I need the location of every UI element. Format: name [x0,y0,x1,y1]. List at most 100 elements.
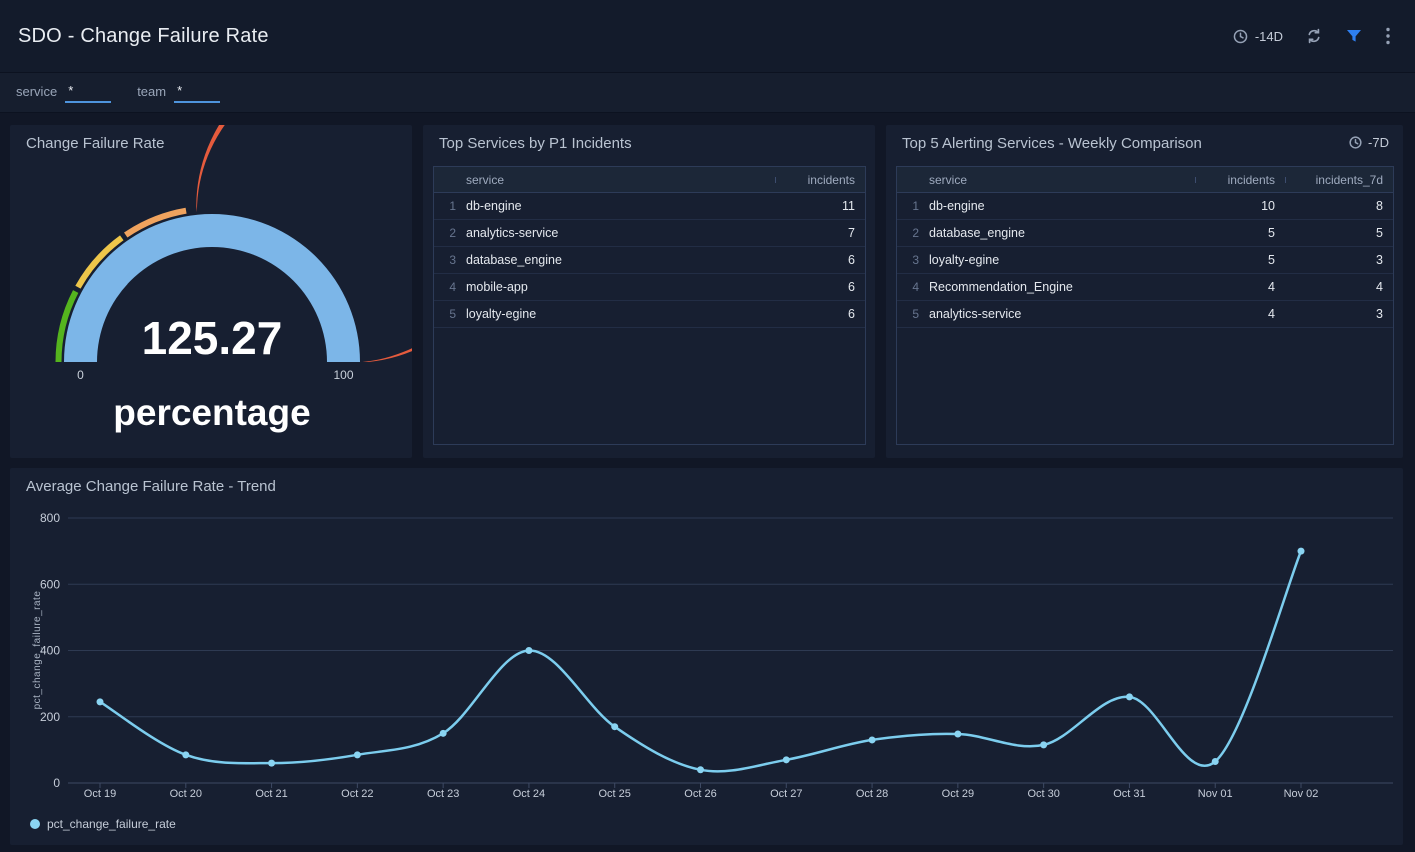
table-row: 1 db-engine 11 [434,193,865,220]
gauge-chart: 125.27 0 100 percentage [55,125,412,433]
template-variable-team: team * [137,82,221,103]
template-variable-label: team [137,84,167,99]
x-tick-label: Oct 21 [255,788,287,800]
kebab-menu-icon [1386,27,1390,45]
table-row: 5 analytics-service 4 3 [897,301,1393,328]
cell-service: loyalty-egine [466,307,537,321]
x-tick-label: Oct 31 [1113,788,1145,800]
row-index: 2 [912,226,919,240]
cell-service: database_engine [466,253,562,267]
cell-value: 5 [1268,226,1275,240]
table-row: 3 loyalty-egine 5 3 [897,247,1393,274]
clock-icon [1349,136,1362,149]
x-tick-label: Oct 26 [684,788,716,800]
query-table-p1-incidents: service incidents 1 db-engine 11 2 analytics-s… [433,166,866,445]
panel-top5-alerting-weekly: Top 5 Alerting Services - Weekly Compari… [886,125,1403,458]
timeframe-label: -14D [1254,28,1283,44]
template-variable-input[interactable]: * [65,82,112,103]
trend-point [182,751,190,759]
template-variable-label: service [16,84,58,99]
x-tick-label: Oct 24 [513,788,545,800]
gauge-unit-label: percentage [113,392,310,433]
column-divider [1195,176,1196,183]
panel-timeframe[interactable]: -7D [1348,135,1389,150]
table-row: 4 Recommendation_Engine 4 4 [897,274,1393,301]
cell-value: 7 [848,226,855,240]
row-index: 1 [912,199,919,213]
x-tick-label: Oct 30 [1027,788,1059,800]
more-options-button[interactable] [1379,22,1397,50]
column-divider [775,176,776,183]
legend-marker-icon [30,819,40,829]
trend-point [439,729,447,737]
cell-value: 6 [848,280,855,294]
column-header-service: service [929,172,968,187]
x-tick-label: Oct 27 [770,788,802,800]
cell-service: db-engine [929,199,985,213]
filter-icon [1347,30,1361,42]
cell-service: database_engine [929,226,1025,240]
cell-service: analytics-service [466,226,559,240]
y-tick-label: 0 [53,776,60,790]
column-header-service: service [466,172,505,187]
gauge-band-segment-0 [55,290,79,362]
cell-service: db-engine [466,199,522,213]
cell-value: 3 [1376,253,1383,267]
trend-point [611,723,619,731]
panel-top-services-p1: Top Services by P1 Incidents service inci… [423,125,875,458]
cell-value: 8 [1376,199,1383,213]
y-axis-title: pct_change_failure_rate [32,591,43,710]
trend-point [1125,693,1133,701]
filter-button[interactable] [1339,24,1369,48]
refresh-button[interactable] [1299,23,1329,49]
y-tick-label: 600 [40,577,60,591]
row-index: 3 [449,253,456,267]
x-tick-label: Oct 28 [856,788,888,800]
dashboard-header: SDO - Change Failure Rate -14D [0,0,1415,72]
table-row: 3 database_engine 6 [434,247,865,274]
cell-value: 11 [842,199,855,213]
dashboard-title: SDO - Change Failure Rate [18,24,269,47]
cell-value: 4 [1268,307,1275,321]
panel-title: Change Failure Rate [26,135,165,152]
table-row: 5 loyalty-egine 6 [434,301,865,328]
gauge-value: 125.27 [142,312,283,364]
template-variable-service: service * [16,82,112,103]
legend-item[interactable]: pct_change_failure_rate [30,817,176,831]
trend-point [1040,741,1048,749]
cell-value: 4 [1376,280,1383,294]
gauge-max-label: 100 [333,368,353,382]
table-row: 1 db-engine 10 8 [897,193,1393,220]
trend-point [782,756,790,764]
gauge-band-segment-2 [124,207,187,238]
cell-service: loyalty-egine [929,253,1000,267]
panel-change-failure-rate: 125.27 0 100 percentage Change Failure Rate [10,125,412,458]
legend-label: pct_change_failure_rate [47,817,176,831]
trend-point [1297,547,1305,555]
trend-point [954,730,962,738]
refresh-icon [1308,28,1320,44]
trend-line [98,549,1303,773]
template-variable-input[interactable]: * [174,82,221,103]
panel-title: Top Services by P1 Incidents [439,135,632,152]
trend-point [96,698,104,706]
gauge-value-band [64,214,360,362]
row-index: 4 [449,280,456,294]
column-divider [1285,176,1286,183]
x-tick-label: Oct 23 [427,788,459,800]
x-tick-label: Oct 19 [84,788,116,800]
trend-point [268,759,276,767]
x-tick-label: Oct 29 [942,788,974,800]
x-tick-label: Oct 20 [170,788,202,800]
cell-value: 5 [1268,253,1275,267]
cell-value: 3 [1376,307,1383,321]
column-header-incidents_7d: incidents_7d [1285,173,1393,187]
timeframe-button[interactable]: -14D [1226,24,1289,49]
panel-title: Average Change Failure Rate - Trend [26,478,276,495]
panel-title: Top 5 Alerting Services - Weekly Compari… [902,135,1202,152]
row-index: 5 [912,307,919,321]
cell-value: 10 [1261,199,1275,213]
table-header-row: service incidents [434,167,865,193]
row-index: 2 [449,226,456,240]
